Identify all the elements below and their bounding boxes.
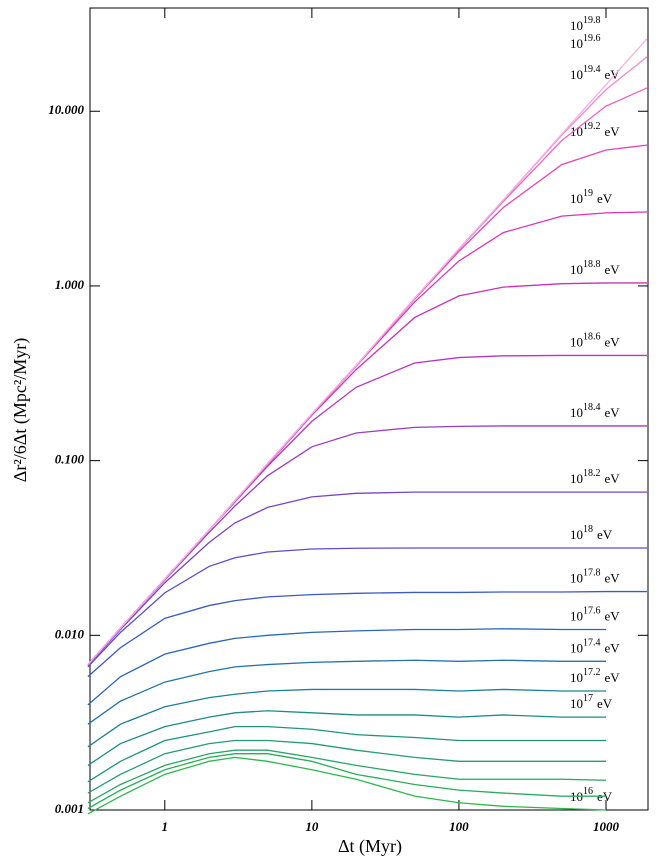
series-label: 1018.8 eV	[570, 259, 620, 277]
series-label: 1017.6 eV	[570, 606, 620, 624]
plot-frame	[89, 7, 649, 811]
series-label: 1017.2 eV	[570, 667, 620, 685]
series-line	[87, 726, 606, 783]
label-exponent: 19.4	[583, 64, 601, 75]
label-unit: eV	[597, 191, 613, 206]
label-base: 10	[570, 471, 583, 486]
label-base: 10	[570, 36, 583, 51]
series-line	[87, 739, 606, 794]
label-base: 10	[570, 67, 583, 82]
y-tick-label: 0.100	[55, 452, 85, 467]
series-line	[87, 282, 647, 666]
label-base: 10	[570, 527, 583, 542]
label-unit: eV	[597, 696, 613, 711]
series-line	[87, 491, 647, 667]
label-exponent: 16	[583, 786, 593, 797]
label-unit: eV	[597, 527, 613, 542]
series-label: 1017.4 eV	[570, 638, 620, 656]
series-line	[87, 87, 648, 666]
series-label: 1019.8	[570, 15, 601, 33]
series-label: 1019 eV	[570, 188, 613, 206]
label-exponent: 18.6	[583, 332, 601, 343]
y-tick-label: 10.000	[48, 102, 84, 117]
label-exponent: 18.2	[583, 468, 601, 479]
label-base: 10	[570, 18, 583, 33]
label-unit: eV	[605, 67, 621, 82]
x-tick-label: 1000	[593, 819, 620, 834]
label-exponent: 19.8	[583, 15, 601, 26]
label-unit: eV	[605, 640, 621, 655]
series-label: 1017 eV	[570, 693, 613, 711]
label-exponent: 17	[583, 693, 593, 704]
series-line	[87, 688, 606, 748]
label-unit: eV	[605, 471, 621, 486]
series-line	[87, 628, 606, 706]
label-exponent: 17.6	[583, 606, 601, 617]
series-label: 1017.8 eV	[570, 568, 620, 586]
label-base: 10	[570, 124, 583, 139]
label-base: 10	[570, 696, 583, 711]
label-base: 10	[570, 670, 583, 685]
x-tick-label: 10	[305, 819, 319, 834]
label-unit: eV	[605, 608, 621, 623]
label-base: 10	[570, 191, 583, 206]
y-tick-label: 0.001	[55, 801, 84, 816]
label-unit: eV	[605, 571, 621, 586]
label-exponent: 18.8	[583, 259, 601, 270]
label-base: 10	[570, 640, 583, 655]
label-unit: eV	[605, 262, 621, 277]
label-base: 10	[570, 334, 583, 349]
series-line	[87, 547, 647, 668]
x-axis-label: Δt (Myr)	[338, 836, 402, 857]
series-line	[87, 753, 606, 810]
series-line	[87, 710, 606, 766]
label-exponent: 17.2	[583, 667, 601, 678]
label-exponent: 19.6	[583, 33, 601, 44]
label-unit: eV	[605, 405, 621, 420]
series-label: 1019.2 eV	[570, 121, 620, 139]
label-exponent: 18	[583, 524, 593, 535]
series-line	[87, 354, 647, 666]
series-label: 1019.4 eV	[570, 64, 620, 82]
label-exponent: 19.2	[583, 121, 601, 132]
label-base: 10	[570, 571, 583, 586]
label-base: 10	[570, 262, 583, 277]
x-tick-label: 100	[449, 819, 469, 834]
y-tick-label: 0.010	[55, 626, 85, 641]
series-label: 1018.6 eV	[570, 332, 620, 350]
label-exponent: 17.8	[583, 568, 601, 579]
series-line	[87, 756, 607, 815]
series-label: 1018.4 eV	[570, 402, 620, 420]
label-exponent: 19	[583, 188, 593, 199]
y-axis-label: Δr²/6Δt (Mpc²/Myr)	[10, 338, 31, 482]
series-label: 1019.6	[570, 33, 601, 51]
series-label: 1018 eV	[570, 524, 613, 542]
x-tick-label: 1	[162, 819, 169, 834]
series-line	[87, 749, 607, 804]
series-line	[87, 425, 647, 666]
label-base: 10	[570, 405, 583, 420]
series-line	[87, 659, 606, 725]
series-line	[87, 38, 648, 666]
label-base: 10	[570, 608, 583, 623]
y-tick-label: 1.000	[55, 277, 85, 292]
label-unit: eV	[605, 334, 621, 349]
series-label: 1018.2 eV	[570, 468, 620, 486]
series-line	[87, 144, 648, 666]
label-exponent: 17.4	[583, 638, 601, 649]
label-unit: eV	[605, 124, 621, 139]
label-exponent: 18.4	[583, 402, 601, 413]
series-label: 1016 eV	[570, 786, 613, 804]
series-line	[87, 211, 648, 666]
label-unit: eV	[605, 670, 621, 685]
series-line	[87, 590, 647, 678]
